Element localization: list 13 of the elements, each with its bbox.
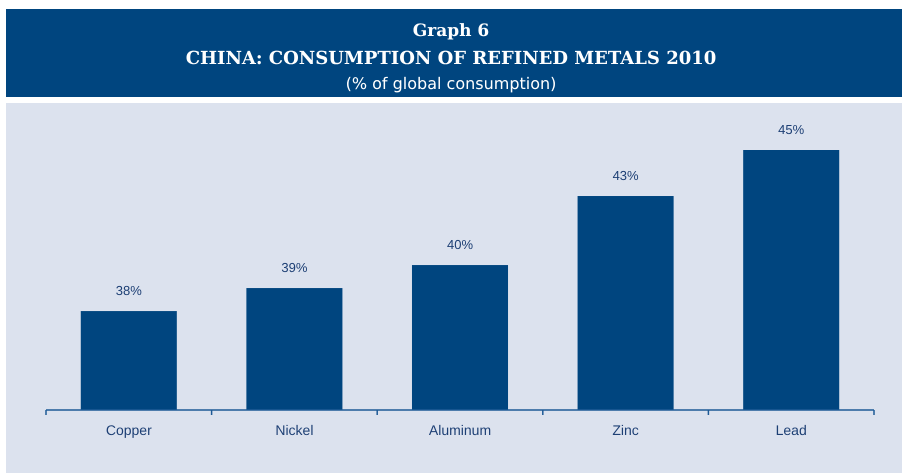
data-label: 39% bbox=[281, 260, 308, 276]
x-tick-label: Zinc bbox=[612, 422, 639, 438]
data-label: 40% bbox=[446, 237, 474, 252]
data-label: 43% bbox=[612, 168, 640, 184]
data-label: 45% bbox=[778, 122, 805, 137]
x-tick-label: Aluminum bbox=[428, 422, 492, 438]
x-tick-label: Lead bbox=[776, 422, 807, 438]
chart-subtitle: CHINA: CONSUMPTION OF REFINED METALS 2010 bbox=[186, 48, 716, 69]
x-tick-label: Copper bbox=[106, 422, 152, 438]
data-label: 38% bbox=[116, 283, 142, 298]
text: (% of global consumption) bbox=[346, 74, 556, 93]
x-tick-label: Nickel bbox=[275, 422, 314, 438]
chart-title: Graph 6 bbox=[412, 21, 490, 41]
